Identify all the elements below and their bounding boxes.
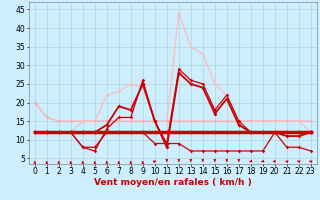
X-axis label: Vent moyen/en rafales ( km/h ): Vent moyen/en rafales ( km/h ): [94, 178, 252, 187]
